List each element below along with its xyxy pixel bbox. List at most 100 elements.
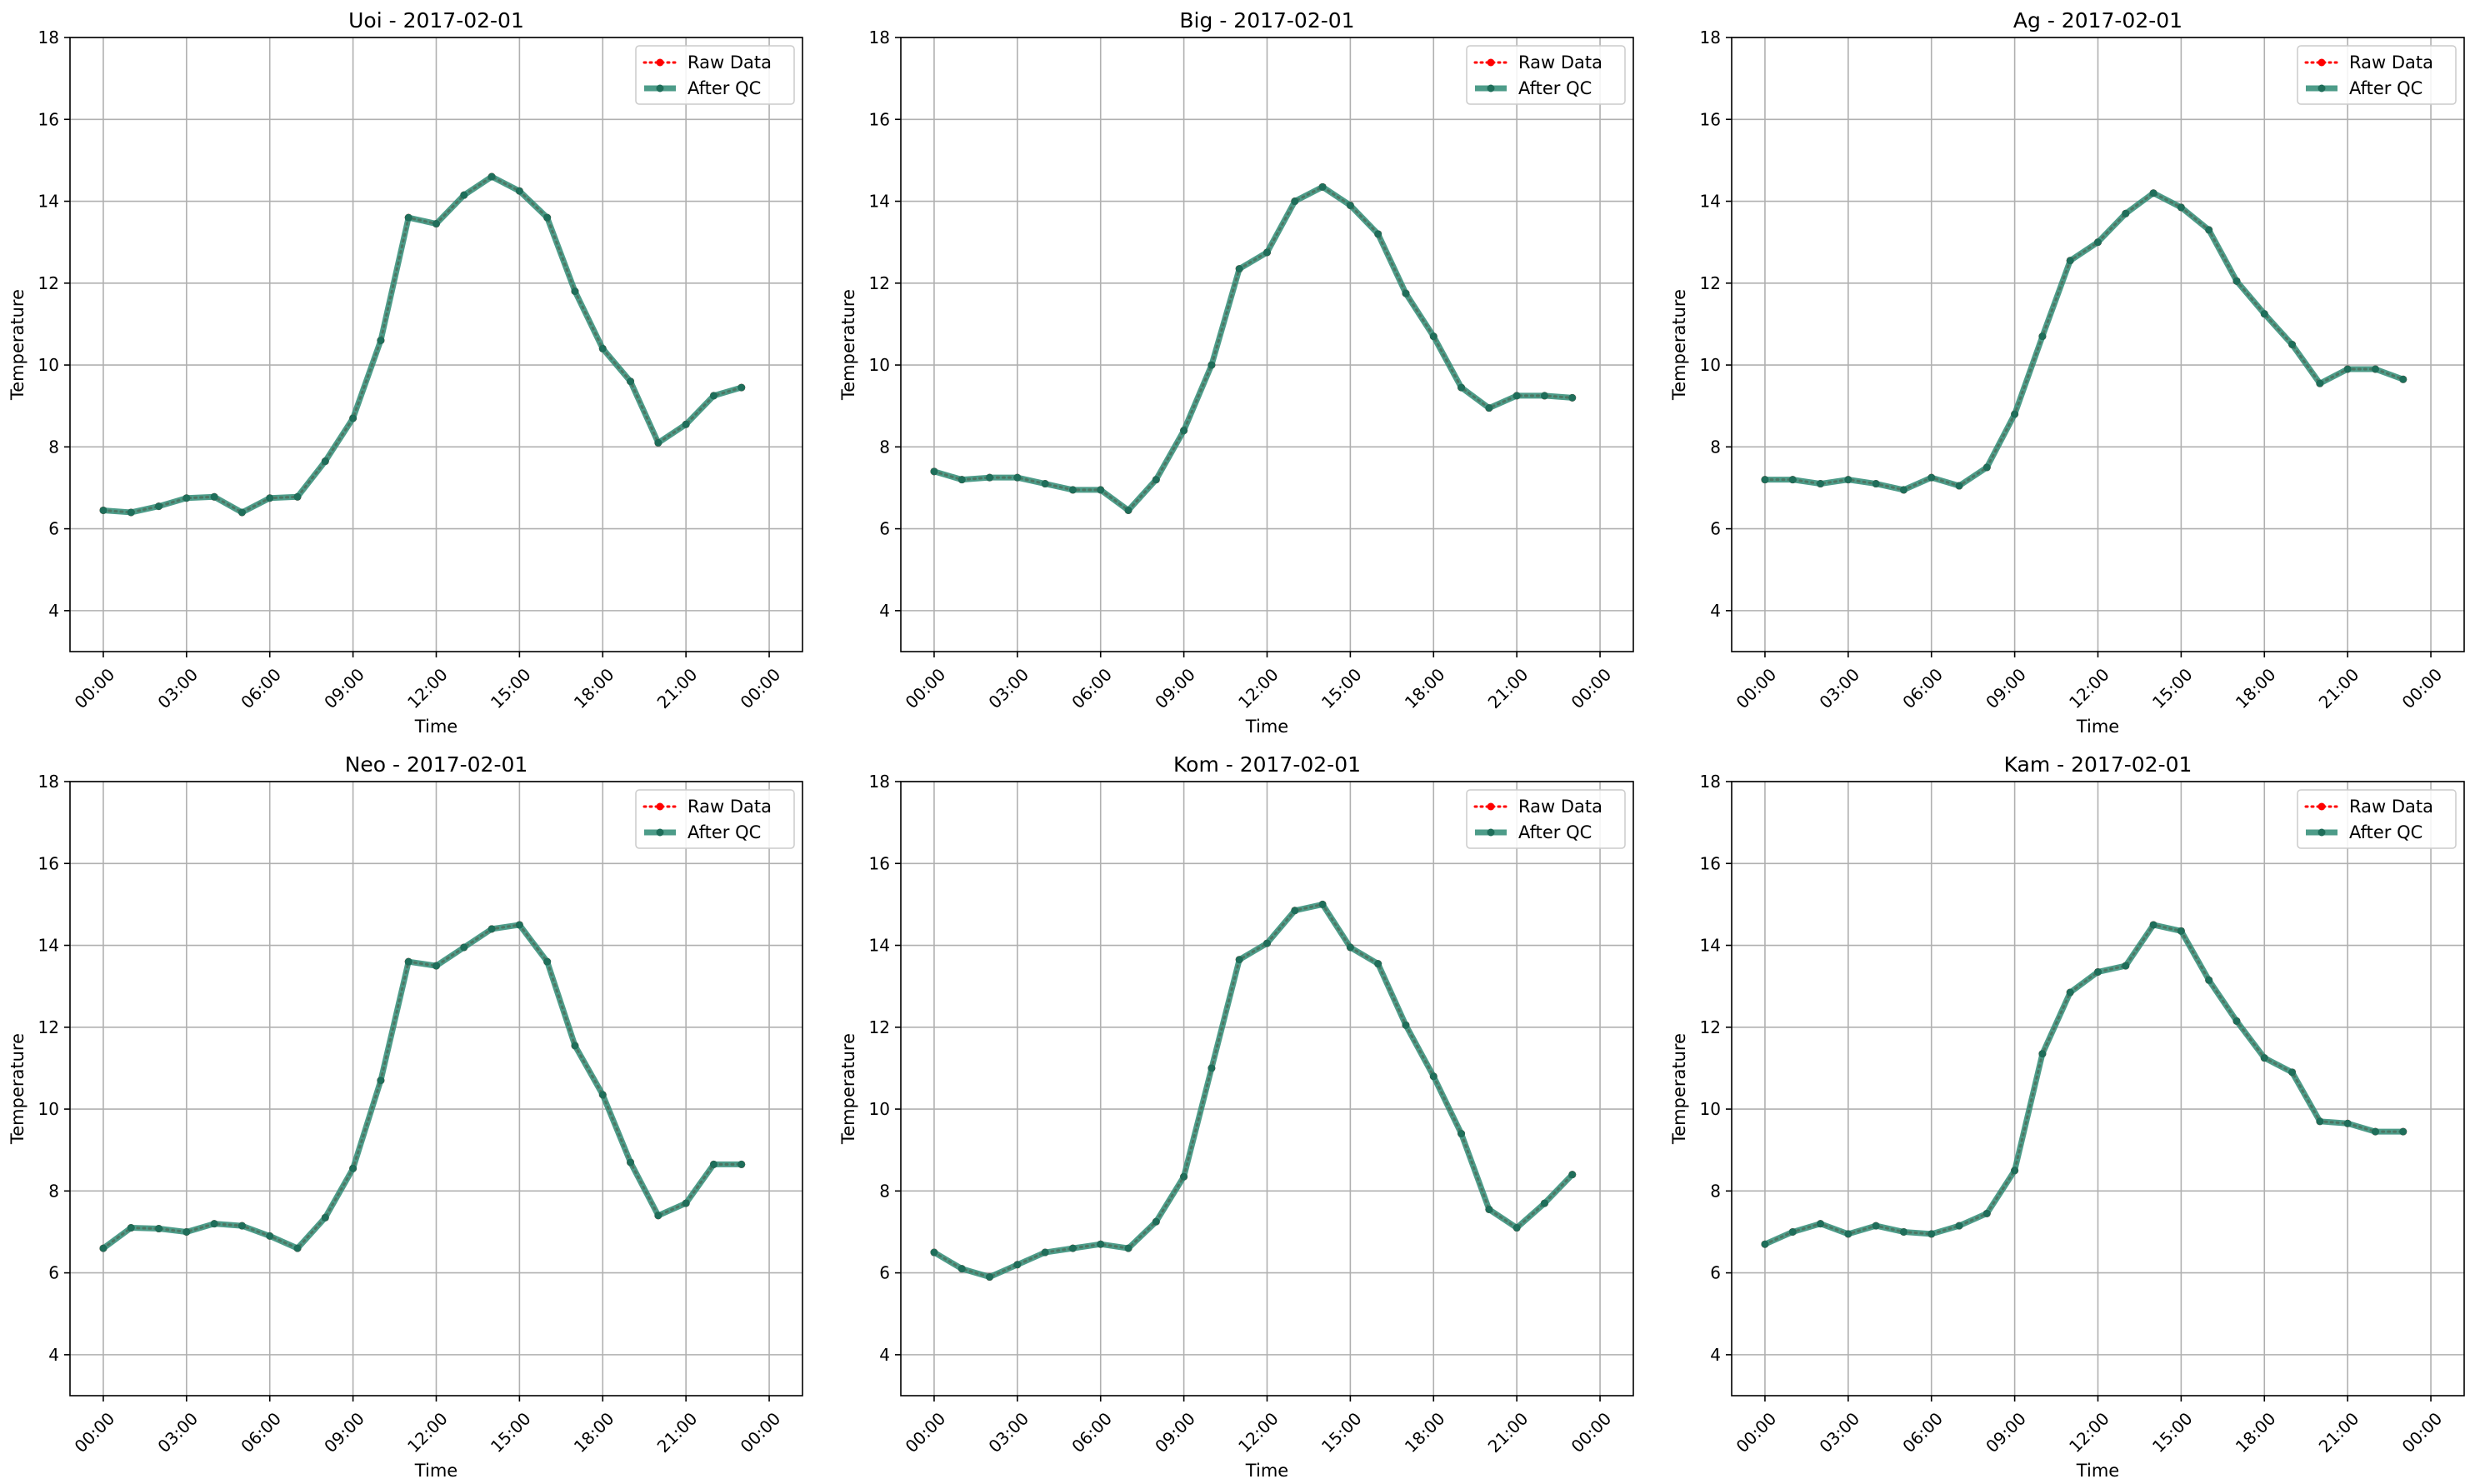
- x-tick-label: 15:00: [487, 1408, 535, 1457]
- after-qc-point: [2371, 365, 2379, 373]
- after-qc-point: [543, 213, 552, 222]
- y-tick-label: 12: [869, 273, 890, 293]
- after-qc-point: [2288, 341, 2297, 348]
- after-qc-point: [432, 962, 440, 970]
- chart-panel-1: 4 6 8 10 12 14 16 18 00:00 03:00 06:00 09:00 12:00 15…: [8, 8, 803, 737]
- legend-qc-marker: [656, 828, 664, 837]
- after-qc-point: [2177, 927, 2185, 935]
- x-tick-label: 03:00: [1815, 1408, 1863, 1457]
- x-tick-label: 12:00: [403, 1408, 452, 1457]
- after-qc-point: [1263, 939, 1271, 947]
- chart-panel-3: 4 6 8 10 12 14 16 18 00:00 03:00 06:00 09:00 12:00 15…: [1669, 8, 2465, 737]
- after-qc-point: [238, 508, 246, 517]
- after-qc-line: [102, 173, 742, 516]
- after-qc-point: [293, 1244, 302, 1252]
- x-tick-label: 18:00: [570, 664, 618, 712]
- after-qc-point: [1041, 480, 1049, 488]
- after-qc-point: [2232, 277, 2241, 285]
- y-tick-label: 6: [48, 519, 59, 539]
- after-qc-point: [2260, 310, 2268, 318]
- y-tick-label: 4: [48, 601, 59, 621]
- after-qc-point: [1788, 476, 1797, 484]
- after-qc-point: [1955, 1222, 1963, 1230]
- x-axis-label: Time: [414, 1461, 458, 1481]
- y-tick-label: 6: [879, 1263, 890, 1283]
- y-tick-label: 4: [1710, 601, 1721, 621]
- after-qc-point: [930, 1248, 938, 1257]
- chart-title: Neo - 2017-02-01: [345, 752, 528, 777]
- after-qc-point: [2205, 226, 2213, 234]
- legend-qc-marker: [2318, 828, 2326, 837]
- after-qc-point: [2177, 203, 2185, 212]
- after-qc-point: [1402, 289, 1410, 297]
- after-qc-point: [1374, 230, 1382, 238]
- after-qc-point: [349, 414, 358, 422]
- x-tick-label: 12:00: [403, 664, 452, 712]
- x-tick-label: 00:00: [71, 664, 119, 712]
- raw-data-line: [932, 902, 1574, 1279]
- y-axis-label: Temperature: [1669, 289, 1689, 401]
- legend-raw-label: Raw Data: [1518, 797, 1602, 817]
- y-axis-label: Temperature: [838, 1033, 858, 1145]
- x-axis-label: Time: [2076, 717, 2119, 737]
- after-qc-point: [2038, 332, 2047, 341]
- x-tick-label: 21:00: [653, 1408, 702, 1457]
- after-qc-point: [598, 1091, 607, 1099]
- after-qc-point: [1872, 1222, 1880, 1230]
- after-qc-point: [1235, 956, 1243, 964]
- after-qc-point: [1512, 392, 1521, 400]
- after-qc-point: [182, 1227, 191, 1236]
- x-tick-label: 18:00: [570, 1408, 618, 1457]
- after-qc-point: [986, 473, 994, 482]
- legend: Raw Data After QC: [635, 789, 795, 849]
- after-qc-point: [2094, 238, 2102, 247]
- x-tick-label: 03:00: [984, 1408, 1032, 1457]
- y-tick-label: 10: [38, 355, 59, 375]
- after-qc-point: [1485, 404, 1493, 412]
- y-tick-label: 16: [38, 109, 59, 129]
- x-tick-label: 09:00: [1982, 664, 2030, 712]
- after-qc-point: [266, 494, 274, 502]
- legend-raw-label: Raw Data: [688, 797, 772, 817]
- chart-title: Kam - 2017-02-01: [2004, 752, 2192, 777]
- after-qc-point: [1955, 482, 1963, 490]
- legend: Raw Data After QC: [2297, 45, 2457, 105]
- x-tick-label: 09:00: [1151, 1408, 1199, 1457]
- x-tick-label: 21:00: [2315, 1408, 2363, 1457]
- x-tick-label: 03:00: [1815, 664, 1863, 712]
- after-qc-point: [2149, 189, 2158, 197]
- x-tick-label: 00:00: [1568, 664, 1616, 712]
- x-tick-label: 09:00: [320, 664, 368, 712]
- after-qc-point: [1485, 1205, 1493, 1213]
- after-qc-point: [1013, 473, 1022, 482]
- after-qc-point: [709, 1160, 718, 1168]
- legend-qc-label: After QC: [2349, 822, 2422, 842]
- x-tick-label: 15:00: [1318, 664, 1366, 712]
- after-qc-point: [986, 1273, 994, 1282]
- y-tick-label: 16: [1700, 109, 1721, 129]
- after-qc-point: [1152, 476, 1160, 484]
- x-tick-label: 00:00: [1568, 1408, 1616, 1457]
- after-qc-point: [627, 377, 635, 386]
- y-tick-label: 10: [1700, 355, 1721, 375]
- y-tick-label: 16: [869, 109, 890, 129]
- after-qc-point: [1263, 248, 1271, 257]
- after-qc-point: [2094, 967, 2102, 976]
- after-qc-point: [2343, 1119, 2352, 1127]
- after-qc-point: [2343, 365, 2352, 373]
- after-qc-line: [1764, 190, 2404, 493]
- after-qc-point: [1068, 1244, 1077, 1252]
- legend: Raw Data After QC: [1466, 45, 1626, 105]
- y-axis-label: Temperature: [838, 289, 858, 401]
- x-tick-label: 00:00: [1732, 664, 1781, 712]
- y-tick-label: 6: [879, 519, 890, 539]
- raw-data-line: [1763, 923, 2405, 1246]
- after-qc-line: [932, 183, 1573, 513]
- y-tick-label: 18: [869, 27, 890, 47]
- y-tick-label: 16: [869, 853, 890, 873]
- x-tick-label: 06:00: [1898, 664, 1947, 712]
- after-qc-point: [1982, 1209, 1991, 1217]
- after-qc-point: [2011, 410, 2019, 418]
- y-tick-label: 12: [38, 273, 59, 293]
- x-tick-label: 00:00: [2398, 1408, 2447, 1457]
